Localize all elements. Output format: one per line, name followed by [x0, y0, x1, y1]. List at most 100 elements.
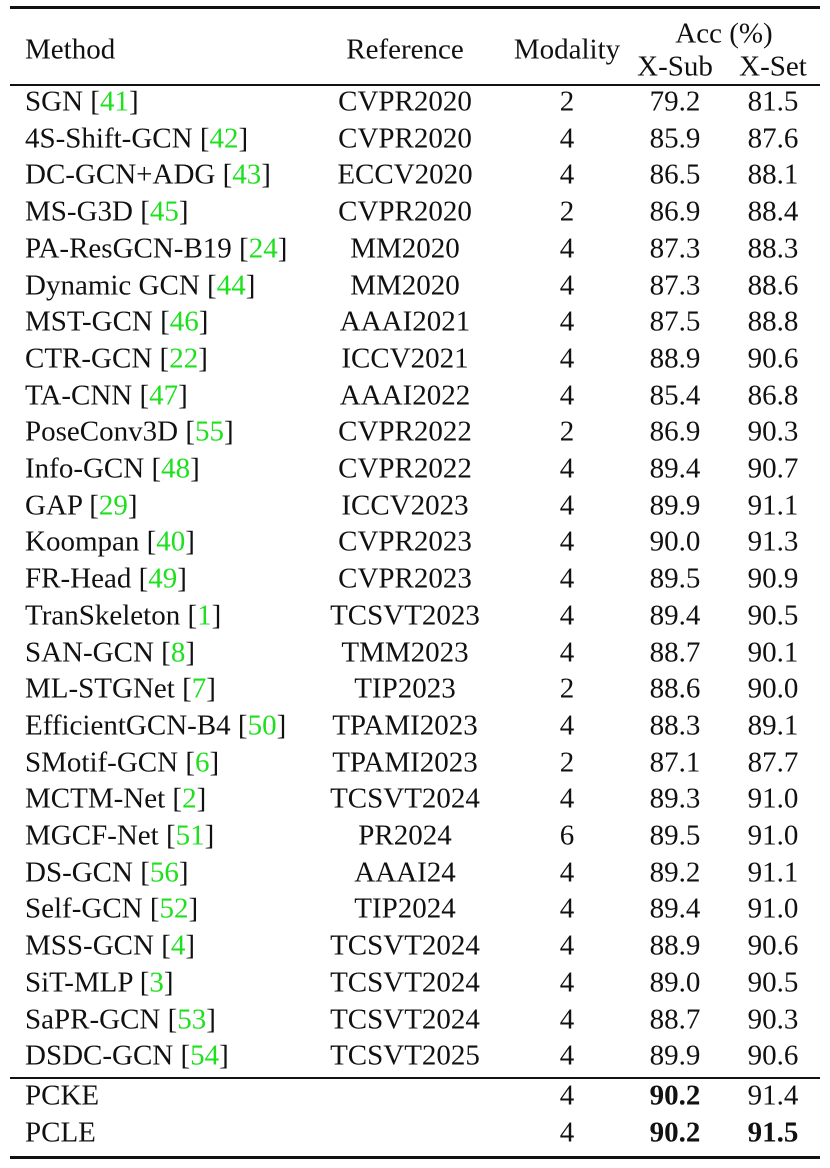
modality-cell: 4 — [559, 892, 575, 925]
citation-link[interactable]: 1 — [197, 599, 212, 632]
modality-cell: 4 — [559, 1003, 575, 1035]
citation-link[interactable]: 29 — [98, 489, 128, 522]
reference-cell: TCSVT2023 — [330, 599, 480, 632]
citation-link[interactable]: 47 — [149, 379, 179, 412]
modality-cell: 4 — [559, 525, 575, 558]
citation-link[interactable]: 40 — [156, 525, 186, 558]
method-label: EfficientGCN-B4 — [25, 709, 231, 742]
xset-cell: 91.1 — [747, 489, 799, 522]
method-name: TranSkeleton [1] — [25, 599, 222, 632]
modality-cell: 4 — [559, 489, 575, 522]
method-label: ML-STGNet — [25, 672, 175, 705]
citation-link[interactable]: 4 — [170, 929, 186, 962]
reference-cell: TCSVT2024 — [330, 782, 480, 815]
modality-cell: 4 — [559, 709, 575, 742]
xset-cell: 90.7 — [747, 452, 799, 485]
method-label: SaPR-GCN — [25, 1003, 161, 1035]
modality-cell: 2 — [559, 195, 575, 228]
modality-cell: 2 — [559, 746, 575, 779]
xsub-cell: 86.9 — [649, 195, 701, 228]
citation-link[interactable]: 51 — [175, 819, 205, 852]
modality-cell: 4 — [559, 1116, 575, 1149]
citation-link[interactable]: 3 — [149, 966, 164, 999]
method-name: PCLE — [25, 1116, 96, 1149]
method-label: CTR-GCN — [25, 342, 153, 375]
reference-cell: TMM2023 — [341, 636, 469, 668]
xsub-cell: 86.5 — [649, 158, 701, 191]
modality-cell: 4 — [559, 856, 575, 889]
citation-link[interactable]: 8 — [170, 636, 186, 668]
citation-link[interactable]: 42 — [209, 122, 239, 155]
citation-link[interactable]: 48 — [161, 452, 191, 485]
citation-link[interactable]: 43 — [232, 158, 262, 191]
reference-cell: CVPR2020 — [338, 85, 472, 118]
citation-link[interactable]: 52 — [159, 892, 189, 925]
method-label: SAN-GCN — [25, 636, 154, 668]
modality-cell: 2 — [559, 415, 575, 448]
method-name: SiT-MLP [3] — [25, 966, 174, 999]
reference-cell: AAAI2021 — [339, 305, 471, 338]
citation-link[interactable]: 54 — [190, 1039, 220, 1072]
modality-cell: 4 — [559, 379, 575, 412]
reference-cell: CVPR2022 — [338, 415, 472, 448]
method-name: GAP [29] — [25, 489, 138, 522]
modality-cell: 4 — [559, 1079, 575, 1112]
citation-link[interactable]: 7 — [191, 672, 207, 705]
xsub-cell: 90.0 — [649, 525, 701, 558]
xsub-cell: 88.9 — [649, 342, 701, 375]
modality-cell: 6 — [559, 819, 575, 852]
modality-cell: 4 — [559, 929, 575, 962]
xsub-cell: 87.1 — [649, 746, 701, 779]
xsub-cell: 88.7 — [649, 1003, 701, 1035]
bottom-rule — [10, 1156, 820, 1159]
method-name: PCKE — [25, 1079, 100, 1112]
method-name: SaPR-GCN [53] — [25, 1003, 216, 1035]
method-label: PoseConv3D — [25, 415, 179, 448]
method-name: MGCF-Net [51] — [25, 819, 215, 852]
citation-link[interactable]: 24 — [248, 232, 278, 265]
xsub-cell: 87.3 — [649, 269, 701, 301]
header-method: Method — [25, 33, 116, 66]
modality-cell: 4 — [559, 305, 575, 338]
citation-link[interactable]: 44 — [216, 269, 246, 301]
modality-cell: 2 — [559, 672, 575, 705]
xsub-cell: 89.4 — [649, 452, 701, 485]
xset-cell: 90.1 — [747, 636, 799, 668]
header-modality: Modality — [513, 33, 621, 66]
citation-link[interactable]: 55 — [195, 415, 224, 448]
method-label: Koompan — [25, 525, 140, 558]
header-xsub: X-Sub — [637, 50, 713, 83]
method-name: EfficientGCN-B4 [50] — [25, 709, 287, 742]
xset-cell: 91.0 — [747, 819, 799, 852]
method-label: MST-GCN — [25, 305, 153, 338]
reference-cell: TCSVT2024 — [330, 966, 480, 999]
citation-link[interactable]: 49 — [148, 562, 178, 595]
top-rule — [10, 6, 820, 9]
citation-link[interactable]: 50 — [247, 709, 277, 742]
method-name: PA-ResGCN-B19 [24] — [25, 232, 288, 265]
xset-cell: 89.1 — [747, 709, 799, 742]
citation-link[interactable]: 6 — [195, 746, 210, 779]
xsub-cell: 89.4 — [649, 599, 701, 632]
method-name: 4S-Shift-GCN [42] — [25, 122, 249, 155]
citation-link[interactable]: 56 — [149, 856, 179, 889]
xset-cell: 88.1 — [747, 158, 799, 191]
method-label: TranSkeleton — [25, 599, 181, 632]
xset-cell: 87.6 — [747, 122, 799, 155]
reference-cell: TIP2023 — [354, 672, 456, 705]
method-label: MGCF-Net — [25, 819, 159, 852]
reference-cell: AAAI24 — [354, 856, 456, 889]
modality-cell: 4 — [559, 966, 575, 999]
method-label: 4S-Shift-GCN — [25, 122, 193, 155]
citation-link[interactable]: 53 — [177, 1003, 207, 1035]
xset-cell: 86.8 — [747, 379, 799, 412]
reference-cell: MM2020 — [350, 269, 460, 301]
citation-link[interactable]: 2 — [182, 782, 197, 815]
xsub-cell: 89.2 — [649, 856, 701, 889]
citation-link[interactable]: 45 — [149, 195, 179, 228]
citation-link[interactable]: 22 — [169, 342, 199, 375]
citation-link[interactable]: 41 — [99, 85, 129, 118]
reference-cell: MM2020 — [350, 232, 460, 265]
xsub-cell: 88.9 — [649, 929, 701, 962]
citation-link[interactable]: 46 — [169, 305, 199, 338]
